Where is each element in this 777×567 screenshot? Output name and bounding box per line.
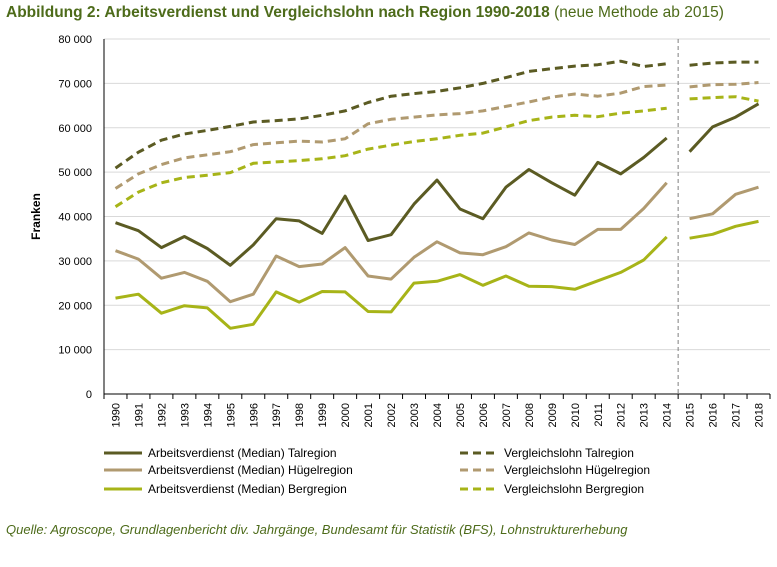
series-line — [116, 237, 667, 328]
x-tick-label: 1990 — [110, 403, 122, 427]
x-tick-label: 1991 — [133, 403, 145, 427]
x-tick-label: 2007 — [501, 403, 513, 427]
y-tick-label: 60 000 — [58, 123, 92, 135]
y-axis: 0 10 000 20 000 30 000 40 000 50 000 60 000 70 … — [29, 34, 104, 401]
series-line — [690, 187, 759, 219]
source-note: Quelle: Agroscope, Grundlagenbericht div… — [6, 522, 627, 537]
legend: Arbeitsverdienst (Median) Talregion Arbei… — [104, 446, 650, 496]
x-tick-label: 2014 — [662, 403, 674, 427]
x-tick-label: 2018 — [754, 403, 766, 427]
x-tick-label: 2004 — [432, 403, 444, 427]
y-tick-label: 20 000 — [58, 300, 92, 312]
series-line — [116, 85, 667, 188]
series-line — [116, 108, 667, 207]
y-axis-label: Franken — [29, 193, 43, 240]
x-tick-label: 2011 — [593, 403, 605, 427]
x-tick-label: 2016 — [708, 403, 720, 427]
series-line — [116, 138, 667, 265]
x-tick-label: 2017 — [731, 403, 743, 427]
x-tick-label: 2013 — [639, 403, 651, 427]
legend-label: Arbeitsverdienst (Median) Hügelregion — [148, 463, 353, 477]
y-tick-label: 10 000 — [58, 345, 92, 357]
y-tick-label: 0 — [86, 389, 92, 401]
legend-label: Arbeitsverdienst (Median) Bergregion — [148, 482, 347, 496]
x-tick-label: 1997 — [271, 403, 283, 427]
x-tick-label: 1995 — [225, 403, 237, 427]
x-tick-label: 2012 — [616, 403, 628, 427]
x-tick-label: 2003 — [409, 403, 421, 427]
x-tick-label: 2005 — [455, 403, 467, 427]
x-tick-label: 1996 — [248, 403, 260, 427]
x-tick-label: 1992 — [156, 403, 168, 427]
x-tick-label: 1993 — [179, 403, 191, 427]
y-tick-label: 50 000 — [58, 167, 92, 179]
legend-label: Arbeitsverdienst (Median) Talregion — [148, 446, 337, 460]
x-tick-label: 1998 — [294, 403, 306, 427]
legend-label: Vergleichslohn Hügelregion — [504, 463, 650, 477]
legend-label: Vergleichslohn Bergregion — [504, 482, 644, 496]
series-line — [690, 97, 759, 101]
y-tick-label: 70 000 — [58, 78, 92, 90]
x-tick-label: 2002 — [386, 403, 398, 427]
legend-label: Vergleichslohn Talregion — [504, 446, 634, 460]
x-tick-label: 2009 — [547, 403, 559, 427]
y-tick-label: 40 000 — [58, 212, 92, 224]
series-line — [690, 62, 759, 65]
x-tick-label: 2010 — [570, 403, 582, 427]
x-tick-label: 1999 — [317, 403, 329, 427]
y-tick-label: 80 000 — [58, 34, 92, 46]
y-tick-label: 30 000 — [58, 256, 92, 268]
x-tick-label: 1994 — [202, 403, 214, 427]
gridlines — [104, 39, 770, 350]
x-axis: 1990 1991 1992 1993 1994 1995 1996 1997 1998 1999… — [104, 394, 770, 427]
x-tick-label: 2015 — [685, 403, 697, 427]
x-tick-label: 2006 — [478, 403, 490, 427]
line-chart: 0 10 000 20 000 30 000 40 000 50 000 60 000 70 … — [0, 0, 777, 520]
x-tick-label: 2008 — [524, 403, 536, 427]
x-tick-label: 2000 — [340, 403, 352, 427]
series-line — [690, 221, 759, 238]
x-tick-label: 2001 — [363, 403, 375, 427]
